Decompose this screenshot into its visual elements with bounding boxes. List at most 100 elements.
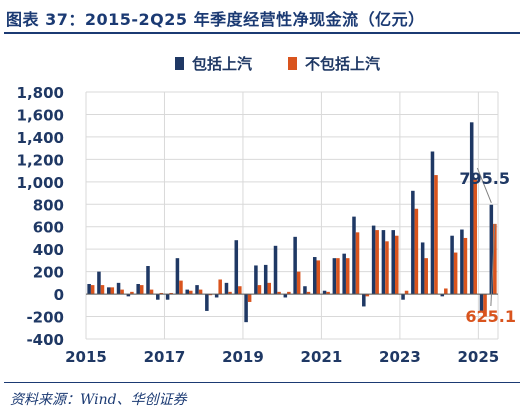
bar-excl-saic — [365, 294, 370, 297]
bar-excl-saic — [100, 285, 105, 295]
bar-incl-saic — [342, 253, 346, 295]
x-tick-label: 2023 — [379, 348, 421, 366]
bar-incl-saic — [312, 257, 317, 295]
bar-incl-saic — [440, 294, 445, 297]
bar-incl-saic — [263, 264, 268, 295]
bar-incl-saic — [244, 294, 248, 323]
bar-excl-saic — [463, 237, 468, 295]
bar-incl-saic — [214, 294, 219, 298]
y-tick-label: -200 — [26, 309, 64, 327]
y-tick-label: 1,400 — [17, 129, 64, 147]
x-tick-label: 2021 — [301, 348, 343, 366]
bar-excl-saic — [355, 232, 360, 295]
y-tick-label: 1,200 — [17, 151, 64, 169]
bar-incl-saic — [303, 286, 307, 295]
bar-incl-saic — [116, 282, 121, 295]
bar-excl-saic — [404, 290, 409, 295]
bar-excl-saic — [120, 289, 124, 295]
bar-excl-saic — [189, 290, 193, 295]
legend-label: 不包括上汽 — [305, 55, 380, 73]
bar-incl-saic — [430, 151, 435, 295]
bar-incl-saic — [87, 283, 91, 295]
bar-excl-saic — [483, 294, 487, 317]
bar-excl-saic — [257, 285, 262, 295]
bar-incl-saic — [283, 294, 288, 298]
bar-excl-saic — [306, 291, 311, 295]
bar-incl-saic — [195, 285, 199, 295]
bar-incl-saic — [322, 290, 327, 295]
legend-swatch — [288, 57, 297, 70]
bar-excl-saic — [345, 258, 350, 295]
bar-incl-saic — [97, 271, 101, 295]
bar-incl-saic — [469, 122, 474, 295]
x-tick-label: 2019 — [222, 348, 264, 366]
bar-excl-saic — [238, 286, 242, 295]
bar-excl-saic — [247, 294, 252, 302]
bar-excl-saic — [169, 292, 173, 295]
bar-excl-saic — [336, 258, 340, 295]
bar-excl-saic — [159, 292, 164, 295]
bar-incl-saic — [371, 225, 376, 295]
bar-incl-saic — [126, 294, 131, 297]
bar-excl-saic — [326, 291, 330, 295]
x-tick-label: 2015 — [65, 348, 107, 366]
bar-incl-saic — [460, 229, 464, 295]
bar-incl-saic — [146, 266, 150, 295]
bar-incl-saic — [136, 283, 140, 295]
bar-excl-saic — [228, 291, 232, 295]
y-tick-label: 600 — [33, 219, 64, 237]
bar-incl-saic — [489, 204, 494, 295]
y-axis: -400 -200 0 200 400 600 800 1,000 1,200 1,400 1,60… — [17, 84, 64, 349]
bar-excl-saic — [453, 252, 458, 295]
bar-excl-saic — [90, 285, 95, 295]
x-axis: 2015 2017 2019 2021 2023 2025 — [65, 293, 499, 366]
bar-excl-saic — [473, 179, 478, 295]
chart-title: 图表 37：2015-2Q25 年季度经营性净现金流（亿元） — [6, 10, 425, 29]
bar-excl-saic — [444, 288, 448, 295]
bar-incl-saic — [175, 258, 180, 295]
bar-excl-saic — [179, 280, 183, 295]
annotation-leader — [476, 167, 492, 203]
y-tick-label: 400 — [33, 241, 64, 259]
bar-excl-saic — [218, 279, 222, 295]
y-tick-label: 1,000 — [17, 174, 64, 192]
y-tick-label: 1,600 — [17, 106, 64, 124]
x-tick-label: 2017 — [144, 348, 186, 366]
bar-excl-saic — [414, 208, 419, 295]
title-divider — [4, 32, 520, 34]
bar-excl-saic — [139, 285, 144, 295]
bar-excl-saic — [198, 289, 203, 295]
bar-incl-saic — [106, 287, 111, 295]
bar-incl-saic — [401, 294, 405, 300]
bar-incl-saic — [411, 190, 415, 295]
legend-swatch — [175, 57, 184, 70]
bar-incl-saic — [234, 240, 239, 295]
bar-incl-saic — [420, 242, 425, 295]
bar-incl-saic — [381, 230, 386, 295]
y-tick-label: -400 — [26, 331, 64, 349]
bar-excl-saic — [277, 291, 281, 295]
annotation-label: 625.1 — [465, 307, 516, 326]
annotation-leader — [490, 223, 496, 307]
bar-incl-saic — [332, 258, 337, 295]
y-tick-label: 1,800 — [17, 84, 64, 102]
bar-incl-saic — [185, 289, 189, 295]
bar-excl-saic — [287, 291, 291, 295]
bar-excl-saic — [395, 235, 399, 295]
legend: 包括上汽 不包括上汽 — [175, 55, 380, 73]
gridlines — [85, 91, 499, 340]
annotation-label: 795.5 — [459, 169, 510, 188]
bar-incl-saic — [479, 294, 484, 311]
source-note: 资料来源：Wind、华创证券 — [10, 392, 187, 408]
bar-excl-saic — [424, 258, 428, 295]
bar-excl-saic — [385, 241, 389, 295]
bar-incl-saic — [156, 294, 160, 300]
bar-incl-saic — [391, 230, 395, 295]
bar-excl-saic — [375, 230, 379, 295]
bar-excl-saic — [316, 260, 321, 295]
bar-incl-saic — [224, 282, 229, 295]
bar-excl-saic — [267, 282, 272, 295]
bar-excl-saic — [110, 287, 115, 295]
bar-excl-saic — [296, 271, 301, 295]
